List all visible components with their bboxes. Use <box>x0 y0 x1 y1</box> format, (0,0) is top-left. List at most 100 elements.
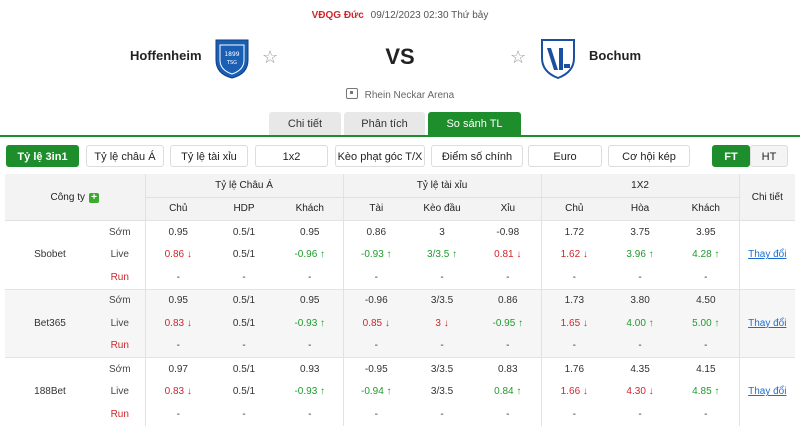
odds-cell: 1.65 ↓ <box>540 312 608 335</box>
league-name[interactable]: VĐQG Đức <box>311 10 364 21</box>
company-name[interactable]: 188Bet <box>5 357 95 426</box>
odds-cell: -0.94 ↑ <box>342 380 410 403</box>
option-asian[interactable]: Tỷ lệ châu Á <box>86 145 164 167</box>
company-name[interactable]: Bet365 <box>5 288 95 358</box>
col-home: Chủ <box>144 197 211 221</box>
add-company-icon[interactable]: + <box>88 192 99 203</box>
odds-cell: - <box>342 266 410 289</box>
odds-cell: 0.86 <box>475 288 542 312</box>
table-row: Run - - - - - - - - - <box>5 403 795 426</box>
odds-value: - <box>638 408 642 420</box>
option-ht[interactable]: HT <box>750 145 788 167</box>
table-row: 188Bet Sớm 0.97 0.5/1 0.93 -0.95 3/3.5 0.83 1.76… <box>5 357 796 426</box>
odds-value: 0.86 <box>498 295 518 307</box>
hoffenheim-logo[interactable]: 1899 TSG <box>212 36 252 80</box>
odds-cell: 0.95 <box>144 288 211 312</box>
row-type-label: Live <box>95 380 145 403</box>
option-double-chance[interactable]: Cơ hội kép <box>608 145 690 167</box>
home-team-name[interactable]: Hoffenheim <box>130 48 202 63</box>
match-tabs: Chi tiết Phân tích So sánh TL <box>0 112 800 136</box>
arrow-up-icon: ↑ <box>711 386 720 398</box>
odds-value: - <box>308 271 312 283</box>
odds-value: 0.83 <box>164 317 185 329</box>
odds-cell: 3.96 ↑ <box>607 243 674 266</box>
option-1x2[interactable]: 1x2 <box>255 145 328 167</box>
odds-value: -0.96 <box>364 295 388 307</box>
odds-value: - <box>704 271 708 283</box>
option-correct-score[interactable]: Điểm số chính xác <box>431 145 523 185</box>
odds-cell: - <box>144 266 211 289</box>
odds-cell: 4.15 <box>673 357 740 381</box>
odds-value: 0.5/1 <box>232 226 256 238</box>
tab-details[interactable]: Chi tiết <box>269 112 341 136</box>
option-corner[interactable]: Kèo phạt góc T/X <box>335 145 425 167</box>
odds-cell: - <box>211 334 277 358</box>
favorite-away-star-icon[interactable]: ☆ <box>510 47 527 67</box>
odds-cell: 4.00 ↑ <box>607 312 674 335</box>
odds-value: 3.96 <box>626 249 646 261</box>
odds-cell: 3 <box>409 220 476 244</box>
detail-header: Chi tiết <box>738 174 796 221</box>
tab-underline <box>0 135 800 137</box>
vs-label: VS <box>385 44 415 69</box>
option-ft[interactable]: FT <box>712 145 750 167</box>
odds-cell: 0.81 ↓ <box>475 243 542 266</box>
odds-value: - <box>374 408 378 420</box>
change-history-link[interactable]: Thay đổi <box>748 386 787 398</box>
option-euro-handicap[interactable]: Euro Handicap <box>528 145 602 185</box>
odds-cell: - <box>475 334 542 358</box>
odds-cell: 0.95 <box>277 220 344 244</box>
odds-value: - <box>374 340 378 352</box>
odds-value: -0.98 <box>496 226 520 238</box>
company-header-label: Công ty <box>50 191 85 203</box>
odds-cell: 1.76 <box>540 357 608 381</box>
arrow-up-icon: ↑ <box>711 317 720 329</box>
option-3in1[interactable]: Tỷ lệ 3in1 <box>6 145 79 167</box>
odds-cell: 3/3.5 <box>409 357 476 381</box>
odds-value: 1.73 <box>564 295 585 307</box>
arrow-down-icon: ↓ <box>184 317 192 329</box>
arrow-down-icon: ↓ <box>382 317 390 329</box>
odds-cell: 4.85 ↑ <box>673 380 740 403</box>
odds-cell: 0.5/1 <box>211 357 277 381</box>
odds-cell: - <box>607 334 674 358</box>
ou-group-header: Tỷ lệ tài xỉu <box>342 174 542 198</box>
change-history-link[interactable]: Thay đổi <box>748 249 787 261</box>
away-team-name[interactable]: Bochum <box>589 48 641 63</box>
odds-cell: 3/3.5 ↑ <box>409 243 476 266</box>
detail-cell: Thay đổi <box>738 288 796 358</box>
option-over-under[interactable]: Tỷ lệ tài xỉu <box>170 145 248 167</box>
arrow-down-icon: ↓ <box>440 317 449 329</box>
tab-analysis[interactable]: Phân tích <box>344 112 425 136</box>
odds-value: 0.5/1 <box>232 249 256 261</box>
tab-odds-compare[interactable]: So sánh TL <box>428 112 521 136</box>
odds-value: 4.30 <box>626 386 646 398</box>
arrow-down-icon: ↓ <box>184 386 192 398</box>
table-row: Bet365 Sớm 0.95 0.5/1 0.95 -0.96 3/3.5 0.86 1.73… <box>5 288 796 358</box>
odds-value: -0.93 <box>360 249 384 261</box>
odds-cell: - <box>540 403 608 426</box>
odds-cell: - <box>607 266 674 289</box>
odds-cell: - <box>673 266 740 289</box>
odds-value: 0.86 <box>366 226 387 238</box>
odds-cell: 0.85 ↓ <box>342 312 410 335</box>
arrow-up-icon: ↑ <box>449 249 458 261</box>
table-row: Live 0.83 ↓ 0.5/1 -0.93 ↑ 0.85 ↓ 3 ↓ -0.95 ↑ 1.… <box>5 312 795 335</box>
odds-value: - <box>176 271 180 283</box>
odds-cell: - <box>475 266 542 289</box>
odds-cell: 0.5/1 <box>211 380 277 403</box>
odds-value: 0.93 <box>300 363 320 375</box>
arrow-up-icon: ↑ <box>383 249 392 261</box>
odds-value: - <box>638 340 642 352</box>
table-row: Sbobet Sớm 0.95 0.5/1 0.95 0.86 3 -0.98 1.72 3.75… <box>5 220 796 289</box>
odds-cell: - <box>409 403 476 426</box>
odds-cell: - <box>211 403 277 426</box>
odds-value: 4.28 <box>692 249 712 261</box>
change-history-link[interactable]: Thay đổi <box>748 317 787 329</box>
company-name[interactable]: Sbobet <box>5 220 95 289</box>
favorite-home-star-icon[interactable]: ☆ <box>262 47 279 67</box>
bochum-logo[interactable] <box>538 36 578 80</box>
odds-value: 0.85 <box>362 317 383 329</box>
league-line: VĐQG Đức 09/12/2023 02:30 Thứ bảy <box>0 10 800 21</box>
odds-value: - <box>704 408 708 420</box>
